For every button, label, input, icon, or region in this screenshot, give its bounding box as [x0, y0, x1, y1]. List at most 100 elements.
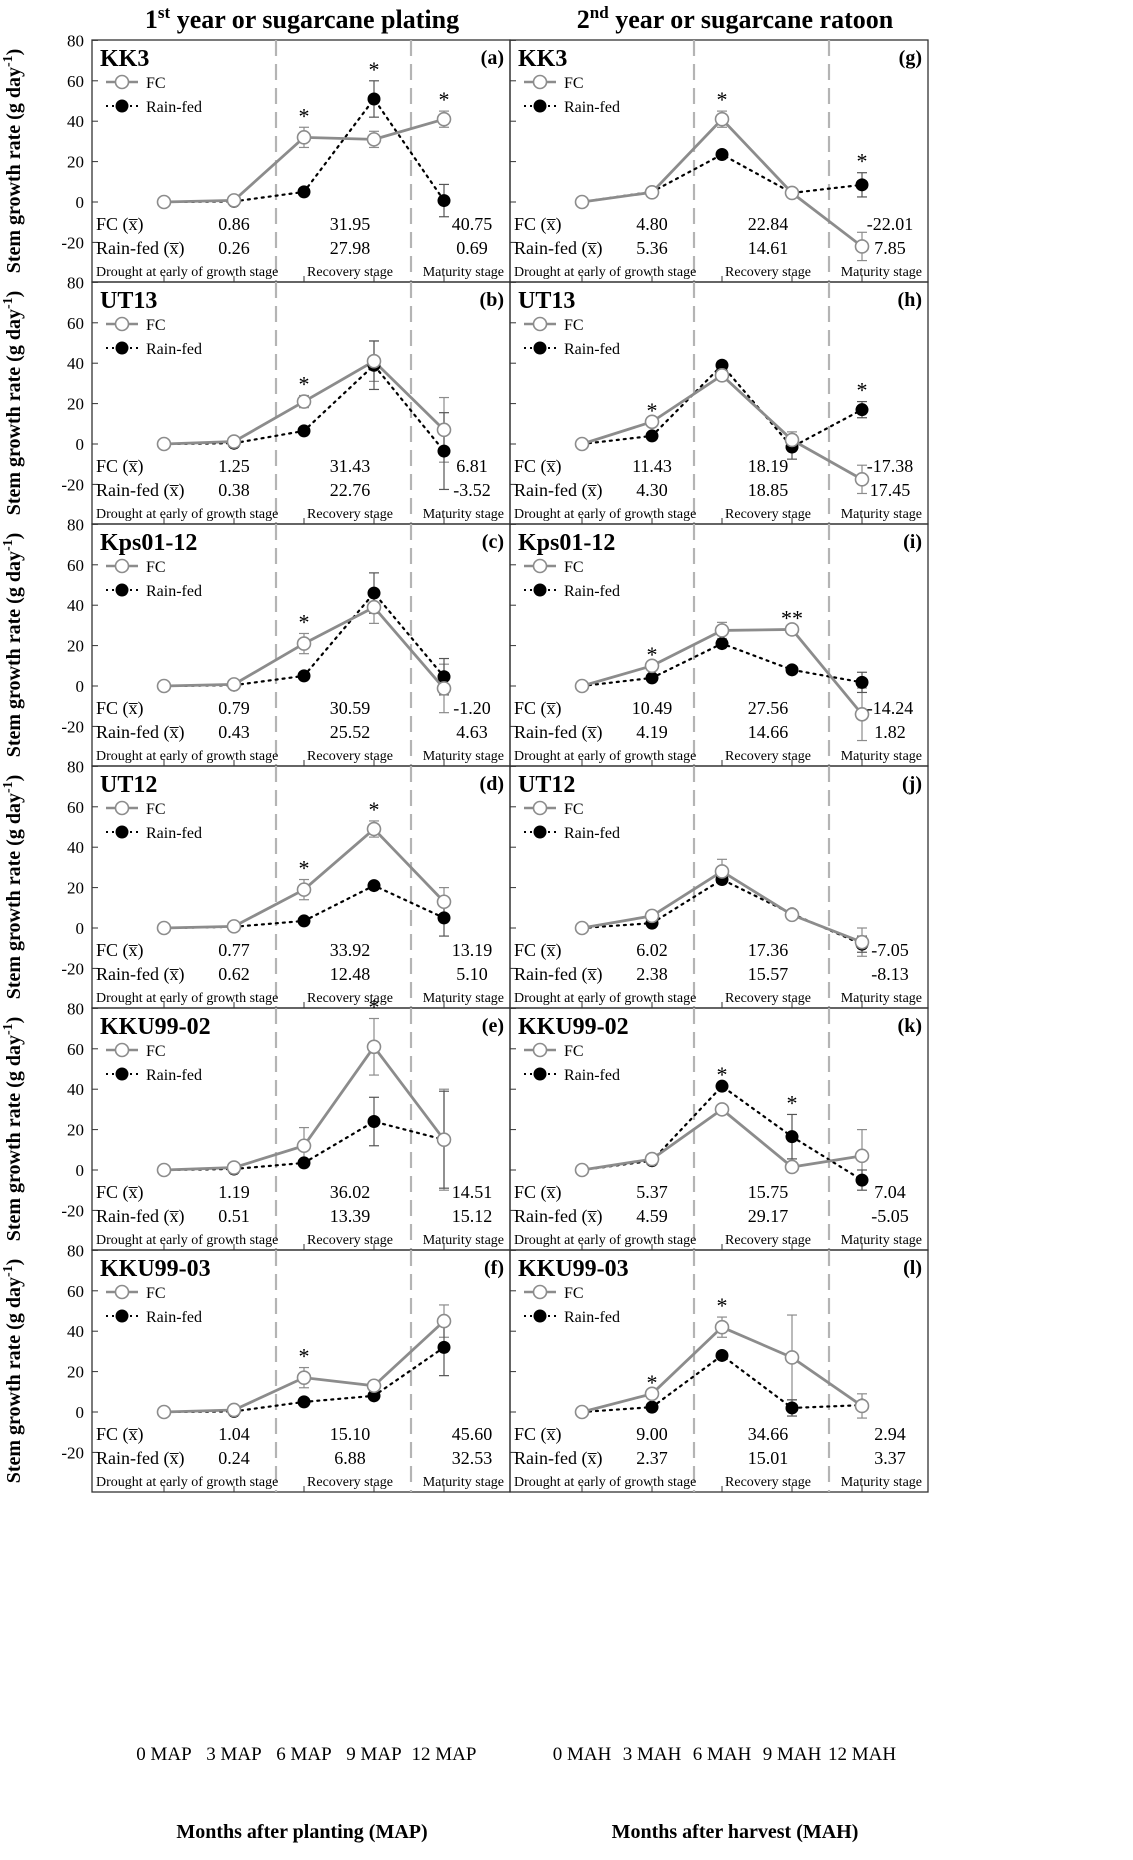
rainfed-point [645, 671, 659, 685]
mean-rainfed-value: 1.82 [874, 722, 906, 742]
cultivar-name: UT12 [100, 772, 157, 798]
x-tick-label: 12 MAP [412, 1744, 477, 1765]
stage-label-drought: Drought at early of growth stage [514, 507, 696, 522]
legend-rainfed-marker [533, 99, 547, 113]
panel-d: 80 60 40 20 0 -20 UT12 (d) FC Rain-fed * * FC (x̅) Ra… [61, 757, 511, 1009]
mean-row-label-fc: FC (x̅) [514, 940, 562, 961]
mean-rainfed-value: 2.37 [636, 1448, 668, 1468]
rainfed-point [855, 675, 869, 689]
fc-point [296, 130, 312, 145]
fc-point [366, 821, 382, 837]
rainfed-point [367, 586, 381, 600]
x-tick-label: 3 MAP [206, 1744, 261, 1765]
mean-fc-value: 1.25 [218, 456, 250, 476]
mean-row-label-rainfed: Rain-fed (x̅) [514, 1206, 602, 1227]
stage-label-drought: Drought at early of growth stage [96, 507, 278, 522]
rainfed-point [297, 1156, 311, 1170]
stage-label-recovery: Recovery stage [307, 265, 393, 280]
fc-point [226, 1402, 242, 1418]
y-tick-label: 20 [67, 153, 84, 172]
mean-row-label-rainfed: Rain-fed (x̅) [514, 1448, 602, 1469]
stage-label-drought: Drought at early of growth stage [514, 1233, 696, 1248]
mean-row-label-fc: FC (x̅) [96, 698, 144, 719]
mean-fc-value: 31.95 [330, 214, 371, 234]
mean-rainfed-value: 22.76 [330, 480, 371, 500]
fc-point [644, 414, 660, 430]
y-tick-label: 80 [67, 273, 84, 292]
mean-rainfed-value: 5.10 [456, 964, 488, 984]
y-tick-label: 0 [76, 1161, 85, 1180]
mean-rainfed-value: 0.43 [218, 722, 250, 742]
legend-rainfed-label: Rain-fed [146, 99, 202, 116]
legend: FC Rain-fed [106, 558, 202, 600]
legend: FC Rain-fed [106, 800, 202, 842]
y-tick-label: 20 [67, 879, 84, 898]
mean-row-label-fc: FC (x̅) [514, 214, 562, 235]
mean-fc-value: 22.84 [748, 214, 789, 234]
mean-row-label-rainfed: Rain-fed (x̅) [96, 238, 184, 259]
stage-label-drought: Drought at early of growth stage [96, 1233, 278, 1248]
mean-fc-value: 31.43 [330, 456, 371, 476]
legend-fc-label: FC [146, 1043, 166, 1060]
mean-rainfed-value: 4.59 [636, 1206, 668, 1226]
significance-marker: * [369, 797, 380, 822]
mean-row-label-rainfed: Rain-fed (x̅) [96, 1206, 184, 1227]
legend-fc-marker [114, 74, 130, 90]
stage-label-drought: Drought at early of growth stage [96, 749, 278, 764]
stage-label-maturity: Maturity stage [841, 265, 922, 280]
legend-fc-marker [114, 1042, 130, 1058]
stage-label-recovery: Recovery stage [307, 507, 393, 522]
panel-label: (c) [482, 531, 504, 553]
legend: FC Rain-fed [106, 1042, 202, 1084]
mean-fc-value: -1.20 [453, 698, 491, 718]
stage-label-recovery: Recovery stage [307, 991, 393, 1006]
fc-point [714, 368, 730, 383]
x-tick-label: 3 MAH [623, 1744, 682, 1765]
stage-label-maturity: Maturity stage [841, 507, 922, 522]
legend-fc-label: FC [564, 1285, 584, 1302]
panel-label: (b) [480, 289, 504, 311]
significance-marker: * [857, 149, 868, 174]
legend-fc-label: FC [564, 801, 584, 818]
stage-label-drought: Drought at early of growth stage [96, 1475, 278, 1490]
stage-label-drought: Drought at early of growth stage [514, 265, 696, 280]
y-tick-label: 60 [67, 1282, 84, 1301]
mean-fc-value: 17.36 [748, 940, 789, 960]
legend-fc-marker [532, 1042, 548, 1058]
y-axis-label: Stem growth rate (g day-1) [1, 49, 25, 274]
legend-fc-marker [532, 1284, 548, 1300]
rainfed-point [437, 1340, 451, 1354]
mean-fc-value: 33.92 [330, 940, 371, 960]
legend-fc-marker [114, 316, 130, 332]
fc-point [296, 1370, 312, 1385]
x-tick-label: 9 MAP [346, 1744, 401, 1765]
panel-label: (e) [482, 1015, 504, 1037]
fc-point [226, 193, 242, 208]
panel-g: KK3 (g) FC Rain-fed * * FC (x̅) Rain-fed (x̅) 4.… [509, 39, 929, 283]
y-axis-label: Stem growth rate (g day-1) [1, 1017, 25, 1242]
stage-label-recovery: Recovery stage [725, 1233, 811, 1248]
stage-label-recovery: Recovery stage [725, 1475, 811, 1490]
rainfed-point [715, 1079, 729, 1093]
legend-rainfed-marker [533, 341, 547, 355]
legend-fc-marker [114, 800, 130, 816]
rainfed-point [437, 670, 451, 684]
cultivar-name: KKU99-03 [518, 1256, 629, 1282]
legend-rainfed-marker [115, 583, 129, 597]
fc-point [574, 678, 590, 694]
y-tick-label: -20 [61, 475, 84, 494]
fc-point [366, 599, 382, 615]
fc-point [366, 132, 382, 147]
significance-marker: * [647, 398, 658, 423]
rainfed-series-line [580, 1354, 864, 1414]
mean-rainfed-value: 13.39 [330, 1206, 371, 1226]
column-title-right: 2nd year or sugarcane ratoon [577, 3, 894, 34]
rainfed-point [645, 429, 659, 443]
rainfed-point [785, 663, 799, 677]
mean-fc-value: -17.38 [867, 456, 914, 476]
significance-marker: * [299, 372, 310, 397]
fc-point [226, 1160, 242, 1175]
fc-series-line [581, 1325, 863, 1414]
rainfed-point [715, 637, 729, 651]
